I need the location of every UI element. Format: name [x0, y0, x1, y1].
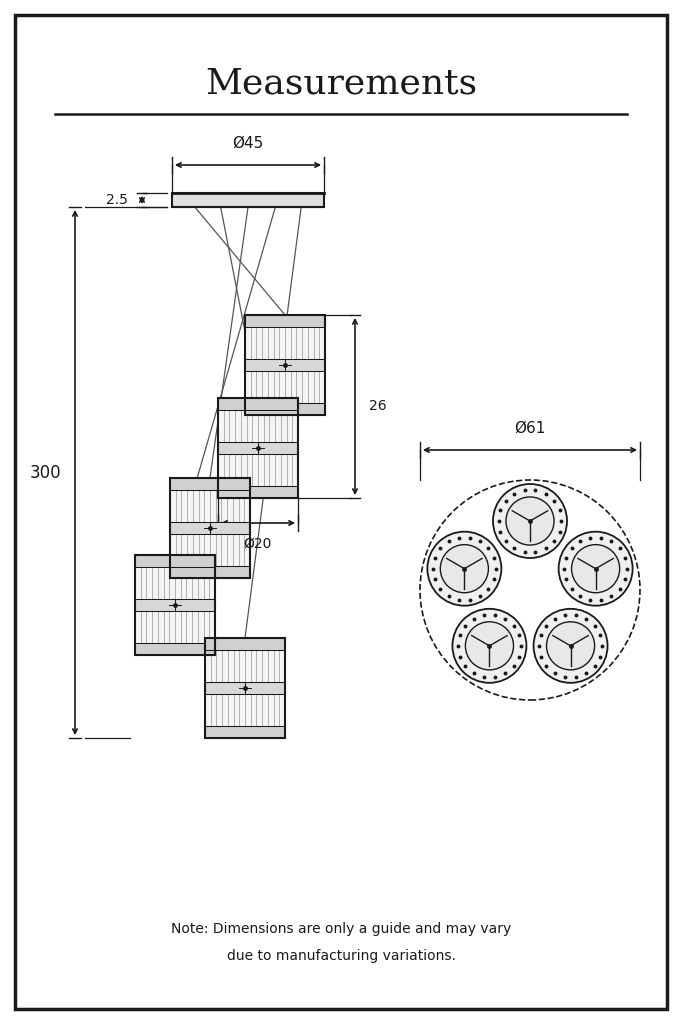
- Bar: [135, 599, 215, 611]
- Text: 26: 26: [369, 399, 387, 414]
- Bar: [170, 478, 250, 490]
- Bar: [245, 359, 325, 371]
- Bar: [245, 315, 325, 415]
- Bar: [205, 638, 285, 738]
- Circle shape: [452, 609, 527, 683]
- Bar: [218, 398, 298, 410]
- Bar: [135, 555, 215, 655]
- Bar: [205, 726, 285, 738]
- Circle shape: [559, 531, 633, 605]
- Bar: [218, 442, 298, 454]
- Circle shape: [546, 622, 595, 670]
- Bar: [170, 566, 250, 578]
- Bar: [218, 486, 298, 498]
- Circle shape: [465, 622, 514, 670]
- Text: Ø61: Ø61: [514, 421, 546, 436]
- Bar: [205, 682, 285, 694]
- Bar: [205, 638, 285, 650]
- Bar: [218, 398, 298, 498]
- Circle shape: [493, 484, 567, 558]
- Bar: [170, 522, 250, 534]
- Text: Ø45: Ø45: [233, 136, 264, 151]
- Bar: [218, 398, 298, 498]
- Bar: [135, 555, 215, 567]
- Text: due to manufacturing variations.: due to manufacturing variations.: [226, 949, 456, 963]
- Circle shape: [428, 531, 501, 605]
- Bar: [135, 555, 215, 655]
- Circle shape: [506, 497, 554, 545]
- Bar: [172, 193, 324, 207]
- Bar: [245, 315, 325, 415]
- Bar: [170, 478, 250, 578]
- Bar: [205, 638, 285, 738]
- Circle shape: [441, 545, 488, 593]
- Bar: [135, 643, 215, 655]
- Text: 300: 300: [29, 464, 61, 481]
- Text: 2.5: 2.5: [106, 193, 128, 207]
- Circle shape: [572, 545, 620, 593]
- Bar: [170, 478, 250, 578]
- Text: Note: Dimensions are only a guide and may vary: Note: Dimensions are only a guide and ma…: [171, 922, 511, 936]
- Text: Ø20: Ø20: [243, 537, 272, 551]
- Circle shape: [533, 609, 608, 683]
- Bar: [245, 315, 325, 327]
- Bar: [245, 403, 325, 415]
- Text: Measurements: Measurements: [205, 67, 477, 101]
